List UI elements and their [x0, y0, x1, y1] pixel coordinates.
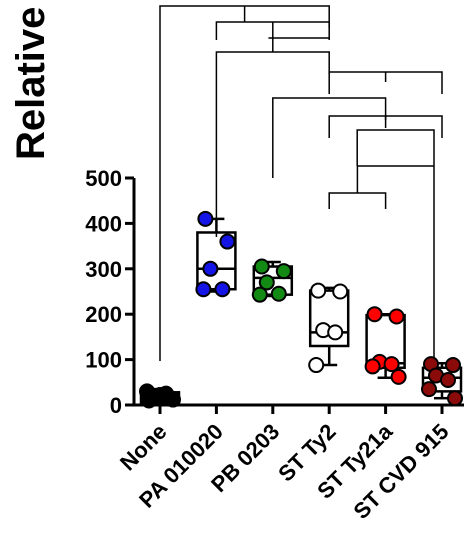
- y-tick-label: 0: [110, 393, 122, 418]
- data-point: [383, 356, 400, 373]
- data-point: [364, 358, 381, 375]
- data-point: [253, 258, 270, 275]
- data-point: [440, 372, 456, 389]
- box-iqr: [421, 366, 463, 393]
- bracket-line: [159, 5, 330, 361]
- data-point: [388, 308, 405, 325]
- significance-bracket: [159, 5, 330, 361]
- data-point: [421, 381, 437, 398]
- y-axis: 0 100 200 300 400 500: [85, 166, 136, 418]
- data-point: [327, 324, 344, 341]
- y-axis-label: Relative: [9, 7, 53, 160]
- data-point: [214, 281, 231, 298]
- significance-brackets: [159, 5, 443, 361]
- x-axis: [134, 403, 464, 414]
- data-points: [139, 210, 463, 409]
- y-tick-label: 100: [85, 348, 122, 373]
- data-point: [310, 282, 327, 299]
- data-point: [270, 285, 287, 302]
- data-point: [197, 210, 214, 227]
- data-point: [447, 390, 463, 407]
- significance-bracket: [328, 192, 387, 209]
- data-point: [308, 357, 325, 374]
- data-point: [219, 233, 236, 250]
- significance-bracket: [272, 97, 387, 178]
- bracket-line: [328, 192, 387, 209]
- y-tick-label: 500: [85, 166, 122, 191]
- box-pa-010020: [196, 217, 237, 293]
- data-point: [202, 260, 219, 277]
- y-tick-label: 400: [85, 211, 122, 236]
- data-point: [165, 391, 181, 408]
- bracket-line: [356, 129, 435, 360]
- y-tick-label: 300: [85, 257, 122, 282]
- data-point: [251, 286, 268, 303]
- box-iqr: [308, 289, 350, 348]
- data-point: [258, 274, 275, 291]
- bracket-line: [272, 97, 387, 178]
- data-point: [195, 281, 212, 298]
- boxes: [139, 217, 463, 407]
- data-point: [445, 357, 461, 374]
- data-point: [149, 388, 165, 405]
- data-point: [366, 306, 383, 323]
- data-point: [332, 283, 349, 300]
- y-tick-label: 200: [85, 302, 122, 327]
- data-point: [275, 263, 292, 280]
- data-point: [390, 368, 407, 385]
